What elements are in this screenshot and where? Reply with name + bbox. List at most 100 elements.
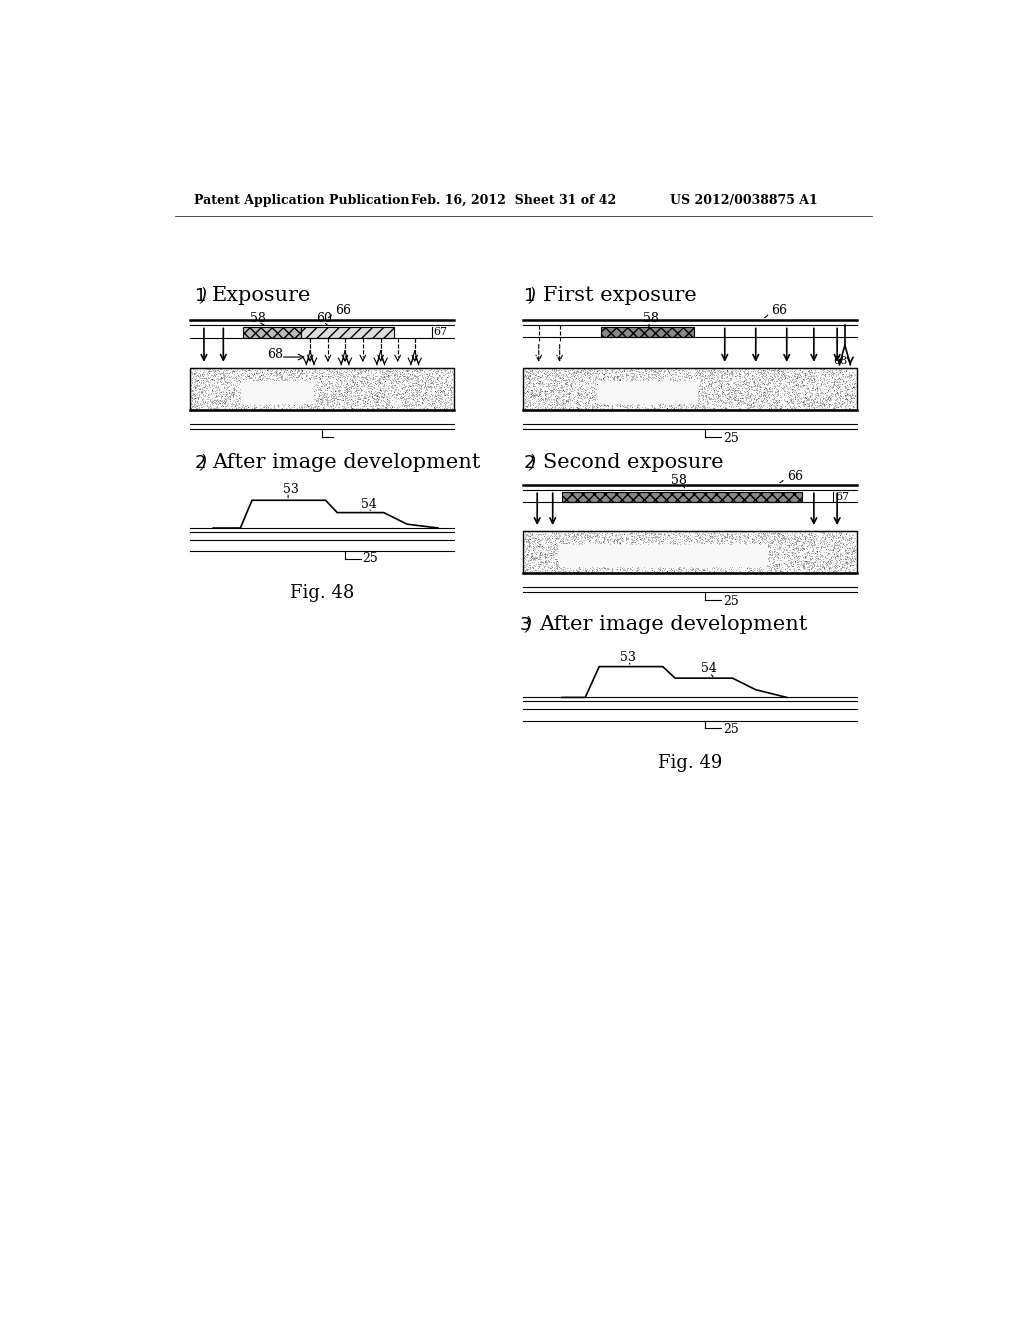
Point [673,525,689,546]
Point [752,521,768,543]
Point [441,396,458,417]
Point [741,384,758,405]
Point [745,560,762,581]
Point [679,529,695,550]
Point [365,389,381,411]
Point [429,367,445,388]
Point [281,393,297,414]
Point [546,537,562,558]
Point [301,396,317,417]
Point [217,393,233,414]
Point [330,388,346,409]
Point [218,381,234,403]
Point [539,560,555,581]
Point [779,383,796,404]
Point [695,392,712,413]
Point [558,374,574,395]
Point [814,553,830,574]
Point [401,388,418,409]
Point [771,389,787,411]
Point [582,370,598,391]
Point [813,392,829,413]
Point [521,372,538,393]
Point [660,562,677,583]
Point [521,525,538,546]
Point [727,371,743,392]
Point [665,529,681,550]
Point [717,371,733,392]
Point [719,364,735,385]
Point [254,368,270,389]
Point [542,368,558,389]
Point [568,399,585,420]
Point [785,539,802,560]
Point [799,550,815,572]
Point [603,561,620,582]
Point [775,364,792,385]
Point [585,558,601,579]
Point [816,552,833,573]
Point [523,536,540,557]
Point [444,384,461,405]
Point [672,523,688,544]
Point [685,558,701,579]
Point [337,397,353,418]
Point [352,379,369,400]
Point [788,545,805,566]
Point [335,387,351,408]
Point [766,540,782,561]
Point [184,384,201,405]
Point [707,381,723,403]
Point [667,521,683,543]
Point [712,385,728,407]
Point [831,396,848,417]
Point [647,523,664,544]
Point [624,362,640,383]
Point [410,389,426,411]
Point [799,389,815,411]
Point [563,387,580,408]
Point [830,556,847,577]
Point [752,533,768,554]
Point [544,528,560,549]
Point [310,392,327,413]
Point [407,374,423,395]
Point [830,392,847,413]
Point [807,558,823,579]
Point [802,532,818,553]
Point [720,391,736,412]
Point [822,540,839,561]
Point [656,360,673,381]
Point [833,525,849,546]
Point [624,533,640,554]
Point [578,362,594,383]
Point [526,391,543,412]
Point [554,395,570,416]
Point [603,558,620,579]
Point [555,388,571,409]
Point [213,385,229,407]
Point [437,368,454,389]
Point [523,381,540,403]
Point [712,396,728,417]
Point [570,381,587,403]
Point [846,396,862,417]
Point [820,387,837,408]
Point [594,363,610,384]
Point [833,529,849,550]
Point [821,540,838,561]
Point [517,372,534,393]
Point [252,367,268,388]
Point [534,379,550,400]
Point [546,389,562,411]
Point [722,380,738,401]
Point [846,540,862,561]
Point [612,370,629,391]
Point [343,388,359,409]
Point [331,362,347,383]
Point [765,523,781,544]
Point [193,363,209,384]
Point [769,523,785,544]
Point [564,380,581,401]
Point [742,560,759,581]
